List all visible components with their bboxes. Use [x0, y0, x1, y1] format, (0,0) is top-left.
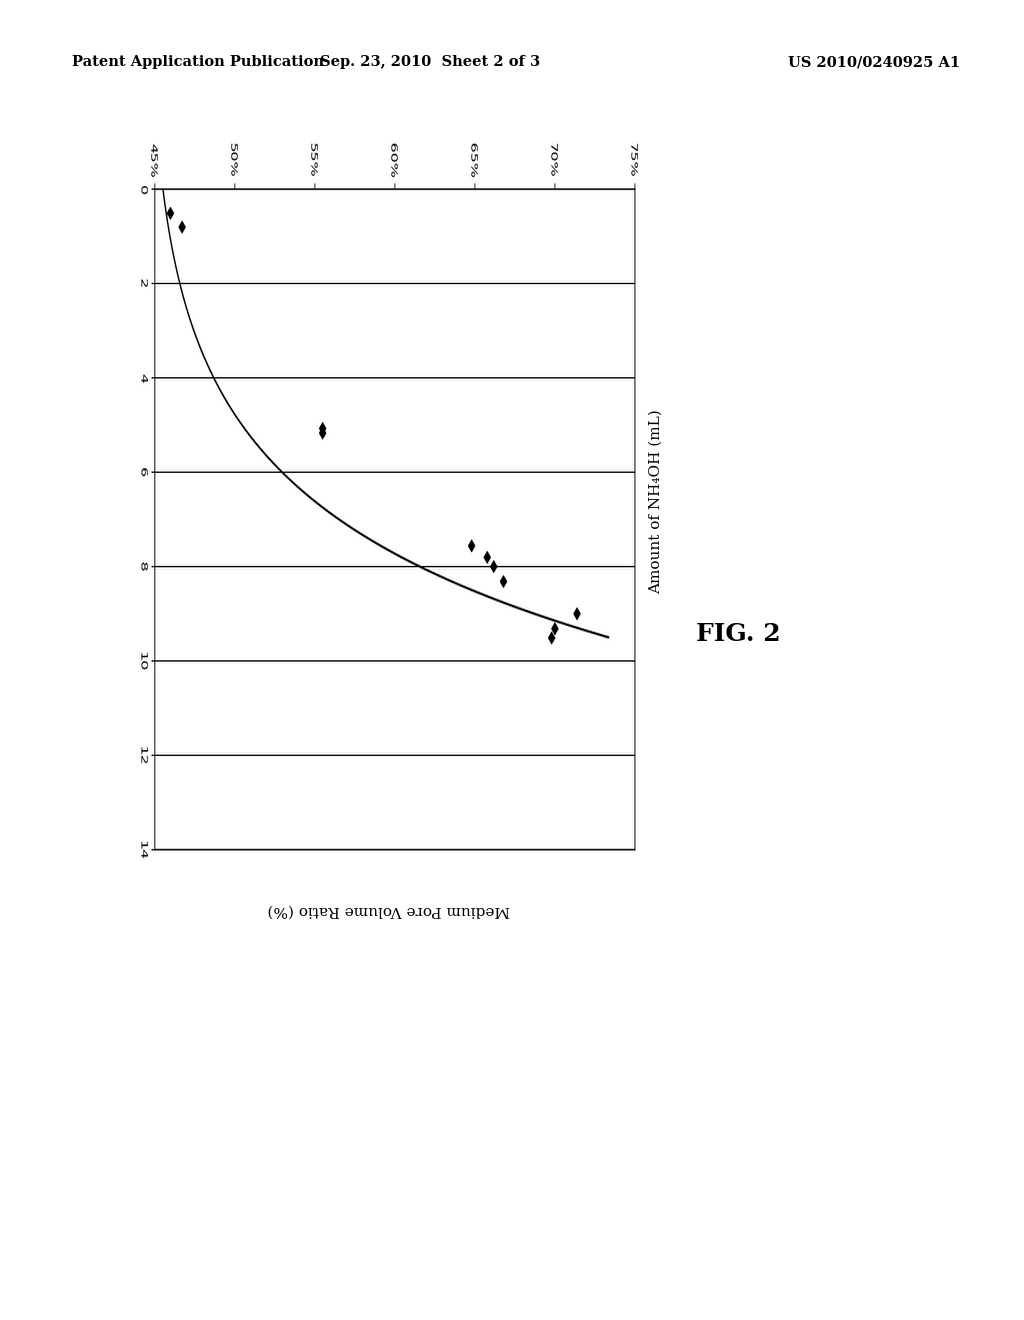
Text: Medium Pore Volume Ratio (%): Medium Pore Volume Ratio (%)	[268, 904, 510, 917]
Text: Patent Application Publication: Patent Application Publication	[72, 55, 324, 70]
Text: FIG. 2: FIG. 2	[696, 622, 781, 645]
Text: Sep. 23, 2010  Sheet 2 of 3: Sep. 23, 2010 Sheet 2 of 3	[321, 55, 540, 70]
Text: Amount of NH₄OH (mL): Amount of NH₄OH (mL)	[648, 409, 663, 594]
Text: US 2010/0240925 A1: US 2010/0240925 A1	[788, 55, 961, 70]
